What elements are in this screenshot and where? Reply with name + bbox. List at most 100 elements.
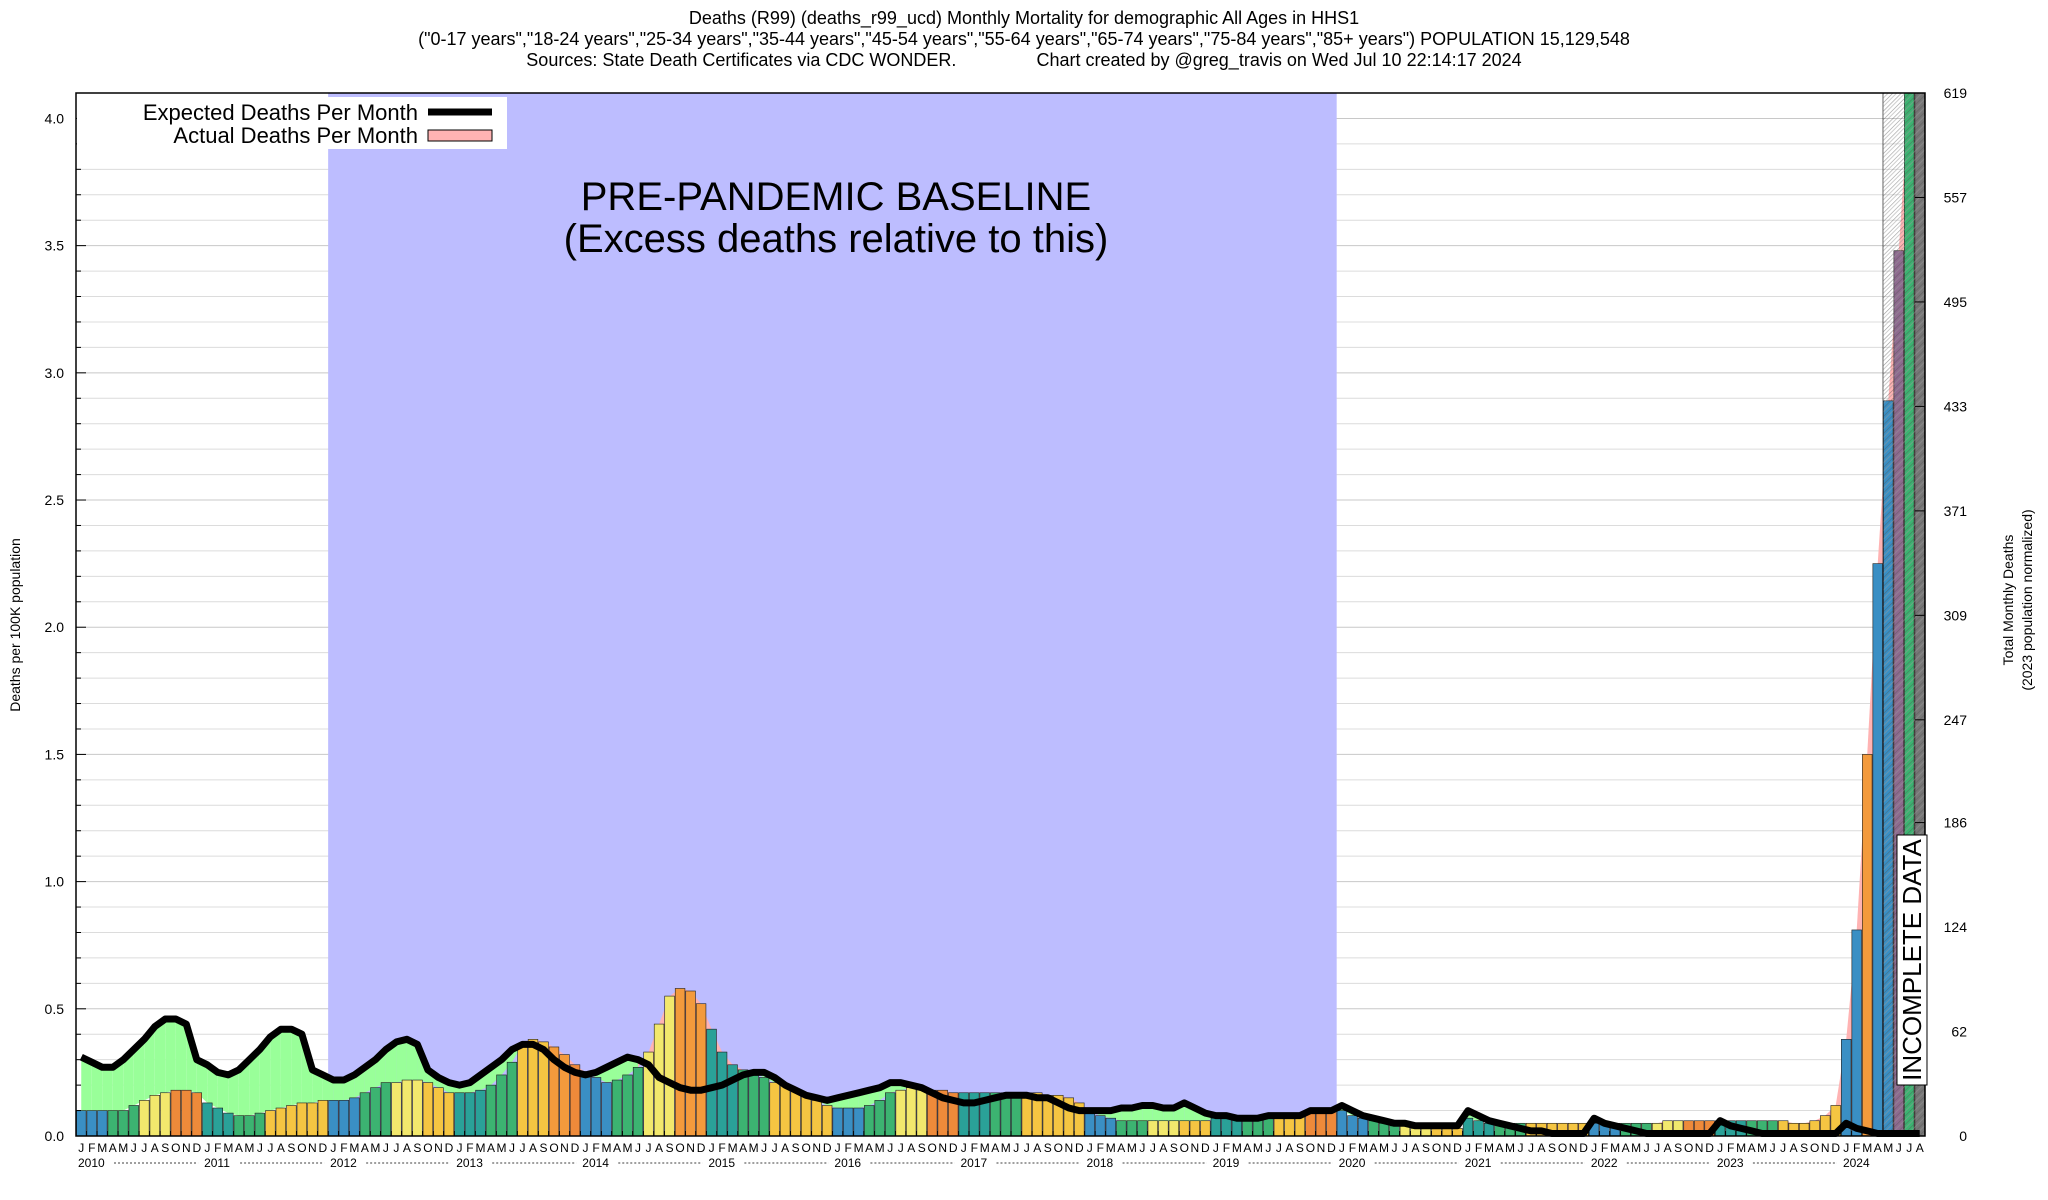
- month-tick-label: N: [182, 1141, 191, 1155]
- month-tick-label: S: [1044, 1141, 1052, 1155]
- month-tick-label: A: [1916, 1141, 1924, 1155]
- actual-bar: [1420, 1128, 1432, 1137]
- actual-bar: [422, 1082, 434, 1137]
- month-tick-label: N: [1064, 1141, 1073, 1155]
- month-tick-label: J: [204, 1141, 210, 1155]
- month-tick-label: J: [141, 1141, 147, 1155]
- month-tick-label: A: [403, 1141, 411, 1155]
- actual-bar: [233, 1115, 244, 1137]
- month-tick-label: D: [1453, 1141, 1462, 1155]
- month-tick-label: D: [949, 1141, 958, 1155]
- month-tick-label: F: [1601, 1141, 1608, 1155]
- actual-bar: [443, 1092, 455, 1137]
- actual-bar: [601, 1082, 612, 1137]
- actual-bar: [874, 1100, 885, 1137]
- month-tick-label: D: [571, 1141, 580, 1155]
- actual-bar: [674, 988, 686, 1137]
- month-tick-label: M: [1484, 1141, 1494, 1155]
- month-tick-label: M: [1631, 1141, 1641, 1155]
- actual-bar: [328, 1100, 339, 1137]
- month-tick-label: A: [1369, 1141, 1377, 1155]
- legend-expected-label: Expected Deaths Per Month: [143, 100, 418, 125]
- month-tick-label: J: [1276, 1141, 1282, 1155]
- month-tick-label: O: [675, 1141, 684, 1155]
- actual-bar: [1011, 1092, 1022, 1137]
- month-tick-label: M: [349, 1141, 359, 1155]
- actual-bar: [254, 1112, 266, 1137]
- y-left-tick-label: 2.5: [45, 492, 65, 508]
- incomplete-label-box: [1896, 834, 1928, 1086]
- month-tick-label: J: [772, 1141, 778, 1155]
- legend-actual-label: Actual Deaths Per Month: [173, 123, 418, 148]
- month-tick-label: F: [1349, 1141, 1356, 1155]
- month-tick-label: A: [781, 1141, 789, 1155]
- actual-bar: [286, 1105, 297, 1137]
- y-left-tick-label: 1.0: [45, 874, 65, 890]
- month-tick-label: S: [161, 1141, 169, 1155]
- actual-bar: [1431, 1128, 1442, 1137]
- actual-bar: [191, 1092, 202, 1137]
- month-tick-label: A: [235, 1141, 243, 1155]
- actual-bar: [1147, 1120, 1158, 1137]
- month-tick-label: D: [1075, 1141, 1084, 1155]
- difference-area-segment: [228, 1069, 239, 1116]
- y-right-tick-label: 62: [1951, 1024, 1967, 1040]
- year-tick-label: 2011: [204, 1156, 230, 1170]
- month-tick-label: A: [361, 1141, 369, 1155]
- month-tick-label: S: [287, 1141, 295, 1155]
- actual-bar: [118, 1110, 129, 1137]
- month-tick-label: M: [602, 1141, 612, 1155]
- actual-bar: [748, 1072, 759, 1137]
- actual-bar: [1126, 1120, 1137, 1137]
- difference-area-segment: [270, 1029, 281, 1111]
- actual-bar: [338, 1100, 350, 1137]
- actual-bar: [107, 1110, 118, 1137]
- difference-area-segment: [259, 1036, 271, 1114]
- month-tick-label: M: [1610, 1141, 1620, 1155]
- month-tick-label: J: [1906, 1141, 1912, 1155]
- actual-bar: [212, 1107, 223, 1137]
- month-tick-label: J: [961, 1141, 967, 1155]
- year-tick-label: 2018: [1087, 1156, 1114, 1170]
- month-tick-label: O: [1558, 1141, 1567, 1155]
- difference-area-segment: [144, 1026, 155, 1101]
- month-tick-label: A: [1159, 1141, 1167, 1155]
- month-tick-label: N: [308, 1141, 317, 1155]
- month-tick-label: J: [1013, 1141, 1019, 1155]
- chart-title-line-1: Deaths (R99) (deaths_r99_ucd) Monthly Mo…: [689, 8, 1359, 29]
- month-tick-label: M: [1505, 1141, 1515, 1155]
- month-tick-label: F: [971, 1141, 978, 1155]
- month-tick-label: M: [980, 1141, 990, 1155]
- year-tick-label: 2010: [78, 1156, 105, 1170]
- actual-bar: [244, 1115, 255, 1137]
- difference-area-segment: [238, 1059, 250, 1116]
- month-tick-label: J: [1528, 1141, 1534, 1155]
- baseline-annotation-line-2: (Excess deaths relative to this): [564, 217, 1109, 261]
- actual-bar: [370, 1087, 381, 1137]
- actual-bar: [349, 1097, 360, 1137]
- month-tick-label: S: [413, 1141, 421, 1155]
- actual-bar: [1483, 1122, 1495, 1137]
- month-tick-label: J: [646, 1141, 652, 1155]
- actual-bar: [758, 1077, 770, 1137]
- month-tick-label: O: [1810, 1141, 1819, 1155]
- year-tick-label: 2017: [960, 1156, 987, 1170]
- month-tick-label: A: [1874, 1141, 1882, 1155]
- month-tick-label: M: [1106, 1141, 1116, 1155]
- month-tick-label: J: [1139, 1141, 1145, 1155]
- actual-bar: [1210, 1117, 1222, 1137]
- month-tick-label: A: [1538, 1141, 1546, 1155]
- actual-bar: [1862, 754, 1873, 1137]
- actual-bar: [716, 1051, 728, 1137]
- actual-bar: [433, 1087, 444, 1137]
- actual-bar: [1473, 1120, 1484, 1137]
- axis-ticks: 0.0 0.5 1.0 1.5 2.0 2.5 3.0 3.5 4.0 0 62 124 186 247 3…: [45, 85, 1968, 1170]
- year-tick-label: 2022: [1591, 1156, 1618, 1170]
- difference-area-segment: [217, 1072, 229, 1114]
- actual-bar: [275, 1107, 287, 1137]
- actual-bar: [181, 1089, 192, 1137]
- actual-bar: [590, 1077, 602, 1137]
- difference-area-segment: [207, 1064, 218, 1109]
- month-tick-label: N: [560, 1141, 569, 1155]
